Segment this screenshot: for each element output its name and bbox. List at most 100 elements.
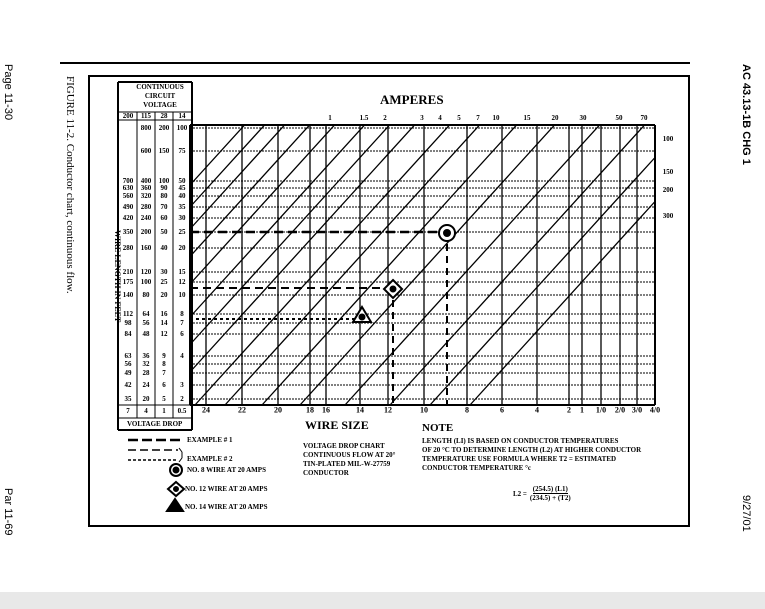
voltage-header: 28 <box>160 112 168 120</box>
note-line: OF 20 °C TO DETERMINE LENGTH (L2) AT HIG… <box>422 446 642 454</box>
wire-size-label: 20 <box>274 405 282 415</box>
wire-size-label: 14 <box>356 405 364 415</box>
table-header: CONTINUOUS CIRCUIT VOLTAGE <box>136 83 184 109</box>
table-cell: 100 <box>158 177 170 185</box>
ampere-label: 15 <box>523 114 531 122</box>
no12-marker-dot-icon <box>389 285 397 293</box>
wire-size-label: 2/0 <box>614 405 626 415</box>
wire-size-label: 24 <box>202 405 210 415</box>
table-cell: 150 <box>158 147 170 155</box>
note-line: CONDUCTOR TEMPERATURE °c <box>422 464 531 472</box>
ampere-label: 2 <box>383 114 387 122</box>
table-cell: 360 <box>140 184 152 192</box>
ampere-label: 50 <box>615 114 623 122</box>
note-line: LENGTH (LI) IS BASED ON CONDUCTOR TEMPER… <box>422 437 619 445</box>
table-cell: 320 <box>140 192 152 200</box>
desc-line: TIN-PLATED MIL-W-27759 <box>303 460 391 468</box>
ampere-diagonal <box>344 124 601 406</box>
table-cell: 200 <box>140 228 152 236</box>
table-cell: 630 <box>122 184 134 192</box>
ampere-diagonal <box>299 124 556 406</box>
ampere-label-right: 150 <box>662 168 674 176</box>
desc-line: VOLTAGE DROP CHART <box>303 442 385 450</box>
ampere-label-right: 100 <box>662 135 674 143</box>
voltage-drop-value: 4 <box>144 407 148 415</box>
table-cell: 25 <box>178 228 186 236</box>
wire-size-title: WIRE SIZE <box>305 418 369 432</box>
table-cell: 48 <box>142 330 150 338</box>
table-cell: 12 <box>160 330 168 338</box>
table-cell: 16 <box>160 310 168 318</box>
table-cell: 32 <box>142 360 150 368</box>
wire-size-label: 4/0 <box>649 405 661 415</box>
table-cell: 24 <box>142 381 150 389</box>
ampere-label: 3 <box>420 114 424 122</box>
voltage-drop-value: 7 <box>126 407 130 415</box>
ampere-diagonal <box>189 124 286 230</box>
table-cell: 25 <box>160 278 168 286</box>
table-cell: 28 <box>142 369 150 377</box>
table-cell: 35 <box>124 395 132 403</box>
table-cell: 56 <box>124 360 132 368</box>
ampere-diagonal <box>189 124 416 373</box>
table-cell: 63 <box>124 352 132 360</box>
table-cell: 490 <box>122 203 134 211</box>
wire-size-label: 2 <box>567 405 571 415</box>
table-cell: 175 <box>122 278 134 286</box>
table-cell: 20 <box>178 244 186 252</box>
ampere-label: 1 <box>328 114 332 122</box>
ampere-diagonal <box>429 157 656 406</box>
legend-triangle-icon <box>165 497 185 512</box>
legend-brace <box>178 447 183 453</box>
voltage-header: 200 <box>122 112 134 120</box>
ampere-label: 30 <box>579 114 587 122</box>
table-cell: 160 <box>140 244 152 252</box>
note-text: LENGTH (LI) IS BASED ON CONDUCTOR TEMPER… <box>422 437 641 473</box>
wire-size-label: 22 <box>238 405 246 415</box>
table-cell: 7 <box>180 319 184 327</box>
table-cell: 42 <box>124 381 132 389</box>
table-cell: 98 <box>124 319 132 327</box>
table-cell: 84 <box>124 330 132 338</box>
table-cell: 50 <box>160 228 168 236</box>
table-cell: 100 <box>176 124 188 132</box>
ampere-diagonal <box>469 201 656 406</box>
table-cell: 600 <box>140 147 152 155</box>
table-cell: 800 <box>140 124 152 132</box>
formula-fraction: (254.5) (L1) (234.5) + (T2) <box>530 485 571 502</box>
table-cell: 112 <box>122 310 134 318</box>
voltage-header: 14 <box>178 112 186 120</box>
legend-no12: NO. 12 WIRE AT 20 AMPS <box>185 485 268 493</box>
note-title: NOTE <box>422 422 454 434</box>
table-cell: 560 <box>122 192 134 200</box>
ampere-label: 10 <box>492 114 500 122</box>
table-cell: 420 <box>122 214 134 222</box>
table-cell: 12 <box>178 278 186 286</box>
table-cell: 80 <box>160 192 168 200</box>
table-cell: 75 <box>178 147 186 155</box>
table-cell: 280 <box>122 244 134 252</box>
table-cell: 80 <box>142 291 150 299</box>
table-cell: 4 <box>180 352 184 360</box>
formula-lhs: L2 = <box>513 489 527 498</box>
ampere-diagonal <box>189 124 266 208</box>
table-cell: 2 <box>180 395 184 403</box>
ampere-diagonal <box>194 124 451 406</box>
table-cell: 9 <box>162 352 166 360</box>
ampere-label: 1.5 <box>359 114 369 122</box>
table-cell: 140 <box>122 291 134 299</box>
table-cell: 100 <box>140 278 152 286</box>
desc-line: CONTINUOUS FLOW AT 20° <box>303 451 396 459</box>
table-cell: 40 <box>178 192 186 200</box>
wire-size-label: 8 <box>465 405 469 415</box>
table-cell: 8 <box>162 360 166 368</box>
no14-marker-dot-icon <box>358 313 366 321</box>
ampere-label: 20 <box>551 114 559 122</box>
table-cell: 7 <box>162 369 166 377</box>
legend-no8: NO. 8 WIRE AT 20 AMPS <box>187 466 266 474</box>
legend-brace <box>178 457 183 463</box>
table-cell: 280 <box>140 203 152 211</box>
table-cell: 240 <box>140 214 152 222</box>
table-cell: 8 <box>180 310 184 318</box>
